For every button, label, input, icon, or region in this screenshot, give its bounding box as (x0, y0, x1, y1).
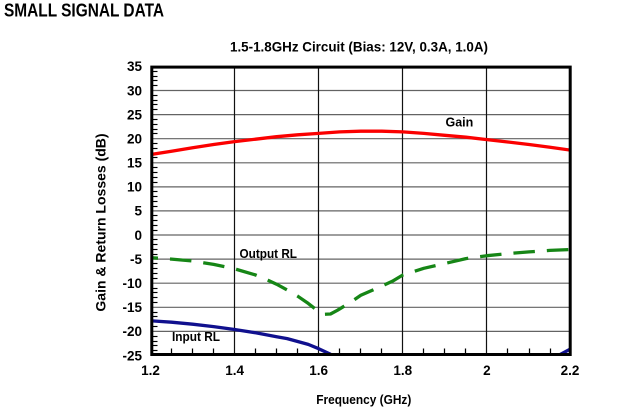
svg-text:Gain & Return Losses (dB): Gain & Return Losses (dB) (93, 133, 109, 311)
svg-text:-15: -15 (122, 300, 142, 315)
svg-text:1.8: 1.8 (393, 363, 412, 378)
svg-text:15: 15 (127, 156, 143, 171)
svg-text:25: 25 (127, 107, 143, 122)
svg-text:-5: -5 (130, 252, 142, 267)
svg-text:Gain: Gain (446, 115, 474, 129)
svg-text:2.2: 2.2 (561, 363, 580, 378)
svg-text:5: 5 (134, 204, 142, 219)
svg-text:SMALL SIGNAL DATA: SMALL SIGNAL DATA (4, 0, 164, 21)
svg-text:0: 0 (134, 228, 142, 243)
svg-text:1.4: 1.4 (225, 363, 244, 378)
svg-text:-20: -20 (122, 324, 142, 339)
svg-text:20: 20 (127, 132, 142, 147)
svg-text:Input RL: Input RL (172, 330, 220, 344)
svg-text:-25: -25 (122, 348, 142, 363)
svg-text:1.2: 1.2 (141, 363, 160, 378)
svg-text:10: 10 (127, 180, 142, 195)
svg-text:-10: -10 (122, 276, 142, 291)
svg-text:2: 2 (483, 363, 491, 378)
svg-text:30: 30 (127, 83, 142, 98)
svg-text:Output RL: Output RL (240, 247, 298, 261)
svg-text:Frequency (GHz): Frequency (GHz) (316, 392, 411, 407)
svg-text:1.5-1.8GHz Circuit (Bias: 12V,: 1.5-1.8GHz Circuit (Bias: 12V, 0.3A, 1.0… (230, 39, 488, 55)
svg-text:1.6: 1.6 (309, 363, 328, 378)
svg-text:35: 35 (127, 59, 143, 74)
